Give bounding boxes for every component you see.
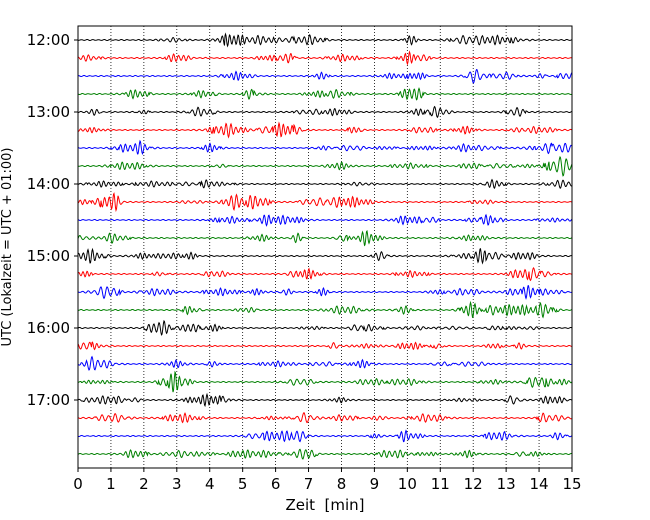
seismic-trace [77,285,573,300]
x-tick-label: 7 [304,475,314,493]
plot-frame [77,25,573,469]
y-tick-label: 17:00 [27,391,70,409]
x-tick-label: 9 [370,475,380,493]
x-axis: 0 1 2 3 4 5 6 7 8 9 10 11 12 13 14 15 [73,468,582,493]
y-tick-label: 16:00 [27,319,70,337]
seismic-trace [77,267,573,282]
x-tick-label: 14 [530,475,549,493]
x-tick-label: 12 [464,475,483,493]
trace-group [77,32,573,460]
seismic-trace [77,105,573,119]
x-tick-label: 2 [139,475,149,493]
x-tick-label: 1 [106,475,116,493]
seismic-trace [77,32,573,48]
y-tick-label: 13:00 [27,103,70,121]
seismic-trace [77,355,573,371]
x-tick-label: 4 [205,475,215,493]
seismic-trace [77,50,573,66]
seismic-trace [77,69,573,84]
seismic-trace [77,178,573,190]
x-tick-label: 8 [337,475,347,493]
seismic-trace [77,213,573,227]
x-tick-label: 5 [238,475,248,493]
seismic-trace [77,192,573,213]
seismic-trace [77,300,573,319]
seismic-trace [77,319,573,336]
y-tick-label: 14:00 [27,175,70,193]
x-tick-label: 11 [431,475,450,493]
y-tick-label: 15:00 [27,247,70,265]
seismic-trace [77,247,573,265]
x-tick-label: 0 [73,475,83,493]
seismic-trace [77,429,573,443]
seismic-trace [77,341,573,351]
seismic-trace [77,392,573,408]
seismic-trace [77,121,573,139]
seismic-trace [77,370,573,393]
seismic-trace [77,412,573,424]
seismic-trace [77,87,573,101]
x-axis-label: Zeit [min] [285,496,364,514]
y-axis-label: UTC (Lokalzeit = UTC + 01:00) [0,148,15,347]
x-tick-label: 13 [497,475,516,493]
x-tick-label: 10 [398,475,417,493]
x-tick-label: 3 [172,475,182,493]
y-axis: 12:00 13:00 14:00 15:00 16:00 17:00 [27,31,78,409]
grid-lines [110,26,540,468]
seismic-trace [77,139,573,156]
seismic-trace [77,229,573,247]
x-tick-label: 6 [271,475,281,493]
seismic-trace [77,155,573,177]
seismic-trace [77,448,573,460]
y-tick-label: 12:00 [27,31,70,49]
x-tick-label: 15 [562,475,581,493]
